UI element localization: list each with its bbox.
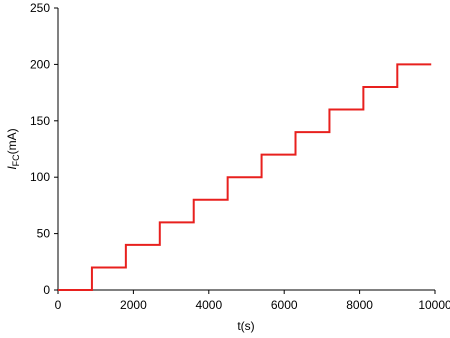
x-tick-label: 0	[55, 298, 62, 312]
y-axis-label: IFC(mA)	[5, 128, 21, 169]
y-tick-label: 0	[43, 283, 50, 297]
x-tick-label: 4000	[195, 298, 222, 312]
y-label-symbol: I	[5, 166, 19, 170]
y-tick-label: 50	[37, 227, 51, 241]
y-tick-label: 100	[30, 170, 50, 184]
y-tick-label: 250	[30, 1, 50, 15]
y-label-subscript: FC	[11, 154, 21, 166]
x-tick-label: 6000	[271, 298, 298, 312]
y-tick-label: 200	[30, 57, 50, 71]
x-tick-label: 8000	[346, 298, 373, 312]
x-tick-label: 2000	[120, 298, 147, 312]
y-label-unit: (mA)	[5, 128, 19, 154]
x-axis-label: t(s)	[237, 319, 254, 333]
step-line	[58, 63, 432, 291]
y-tick-label: 150	[30, 114, 50, 128]
x-tick-label: 10000	[418, 298, 450, 312]
